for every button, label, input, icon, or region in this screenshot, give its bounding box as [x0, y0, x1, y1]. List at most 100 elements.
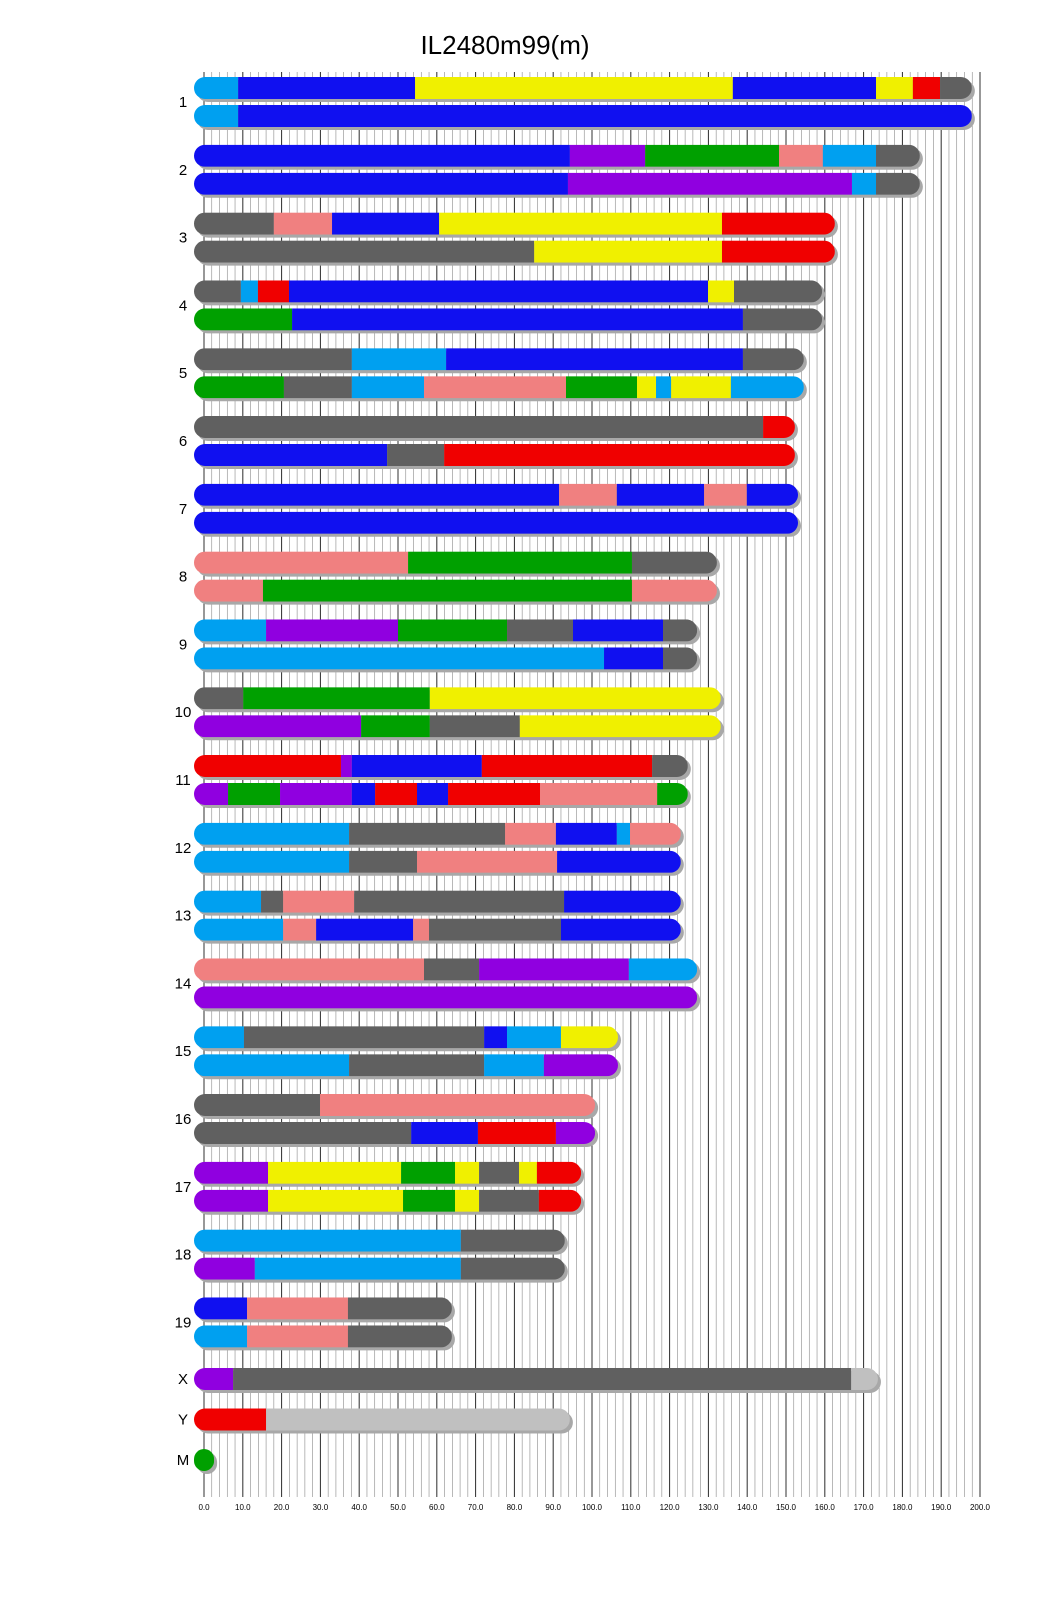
segment: [194, 579, 263, 602]
chart-title: IL2480m99(m): [420, 30, 589, 60]
segment: [194, 1408, 267, 1431]
segment: [555, 1122, 596, 1144]
segment: [354, 890, 565, 913]
haplotype: [194, 1122, 596, 1144]
haplotype: [194, 1161, 582, 1184]
segment: [349, 1054, 485, 1077]
segment: [283, 890, 355, 913]
segment: [194, 1122, 412, 1144]
x-tick-label: 170.0: [854, 1503, 875, 1512]
chromosome-label: 18: [175, 1247, 192, 1264]
haplotype: [194, 105, 972, 127]
segment: [361, 715, 430, 738]
segment: [564, 890, 681, 913]
segment: [742, 348, 804, 371]
segment: [560, 918, 681, 941]
segment: [732, 77, 877, 99]
segment: [238, 77, 416, 99]
haplotype: [194, 850, 681, 873]
haplotype: [194, 822, 681, 845]
haplotype: [194, 687, 721, 710]
haplotype: [194, 755, 688, 777]
segment: [273, 212, 333, 235]
chromosome-label: 17: [175, 1179, 192, 1196]
segment: [415, 77, 733, 99]
segment: [194, 918, 284, 941]
segment: [631, 579, 717, 602]
segment: [194, 240, 535, 263]
segment: [455, 1161, 480, 1184]
segment: [194, 986, 698, 1009]
segment: [567, 172, 852, 195]
segment: [631, 551, 717, 574]
segment: [387, 444, 445, 466]
haplotype: [194, 986, 698, 1009]
segment: [347, 1325, 452, 1348]
segment: [283, 376, 352, 399]
segment: [351, 348, 447, 371]
x-tick-label: 120.0: [660, 1503, 681, 1512]
segment: [455, 1189, 480, 1212]
chromosome-label: 1: [179, 94, 187, 111]
segment: [484, 1026, 508, 1049]
haplotype: [194, 511, 799, 534]
segment: [763, 416, 795, 438]
segment: [194, 1297, 248, 1320]
segment: [616, 822, 631, 845]
segment: [663, 647, 698, 670]
segment: [460, 1229, 565, 1252]
segment: [247, 1297, 348, 1320]
segment: [822, 144, 877, 167]
segment: [519, 715, 721, 738]
haplotype: [194, 280, 823, 303]
x-tick-label: 200.0: [970, 1503, 991, 1512]
segment: [534, 240, 722, 263]
segment: [194, 958, 424, 981]
x-tick-label: 100.0: [582, 1503, 603, 1512]
segment: [536, 1161, 582, 1184]
x-tick-label: 140.0: [737, 1503, 758, 1512]
segment: [604, 647, 664, 670]
x-tick-label: 110.0: [621, 1503, 641, 1512]
segment: [479, 958, 629, 981]
segment: [616, 483, 705, 506]
segment: [439, 212, 722, 235]
chromosome-label: 11: [175, 772, 191, 789]
segment: [477, 1122, 556, 1144]
segment: [194, 212, 274, 235]
segment: [448, 783, 541, 805]
chromosome-label: 14: [175, 975, 192, 992]
x-tick-label: 40.0: [351, 1503, 367, 1512]
segment: [507, 1026, 561, 1049]
haplotype: [194, 483, 799, 506]
segment: [351, 783, 376, 805]
segment: [194, 348, 352, 371]
segment: [194, 105, 239, 127]
segment: [645, 144, 780, 167]
haplotype: [194, 416, 795, 438]
segment: [423, 958, 480, 981]
x-tick-label: 150.0: [776, 1503, 797, 1512]
segment: [194, 1189, 269, 1212]
x-tick-label: 10.0: [235, 1503, 251, 1512]
segment: [280, 783, 352, 805]
x-tick-label: 60.0: [429, 1503, 445, 1512]
segment: [194, 822, 350, 845]
chromosome-label: 12: [175, 840, 192, 857]
segment: [194, 280, 241, 303]
haplotype: [194, 1189, 582, 1212]
haplotype: [194, 376, 804, 399]
haplotype: [194, 551, 717, 574]
x-tick-label: 20.0: [274, 1503, 290, 1512]
segment: [481, 755, 653, 777]
chromosome-label: 16: [175, 1111, 192, 1128]
segment: [261, 890, 284, 913]
segment: [479, 1161, 520, 1184]
segment: [652, 755, 688, 777]
segment: [283, 918, 317, 941]
chromosome-label: Y: [178, 1411, 188, 1428]
segment: [572, 619, 664, 642]
chromosome-label: 9: [179, 636, 187, 653]
segment: [630, 822, 681, 845]
segment: [543, 1054, 618, 1077]
